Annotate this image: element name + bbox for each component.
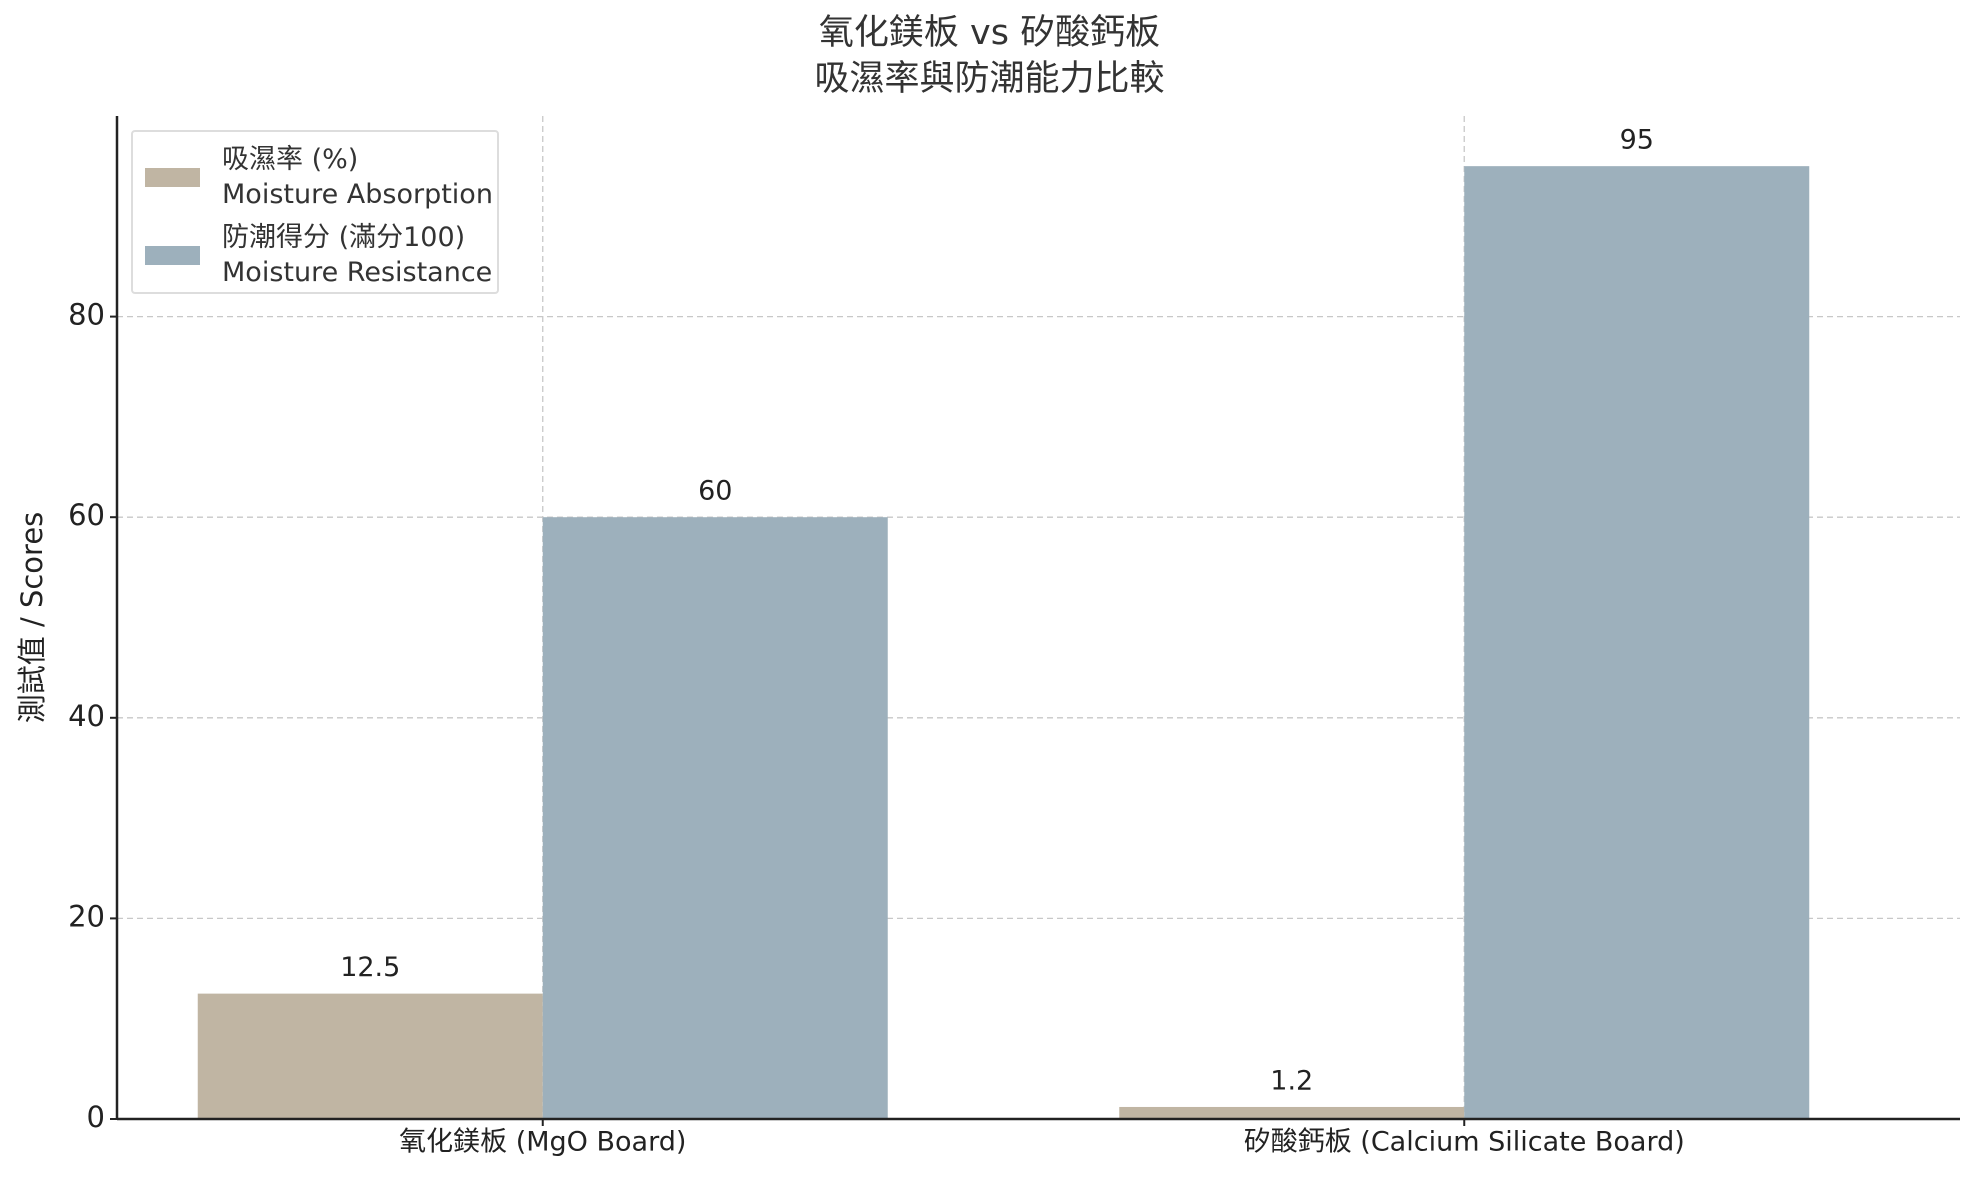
value-label: 60 (698, 476, 732, 507)
value-label: 1.2 (1270, 1065, 1313, 1096)
legend-label: 防潮得分 (滿分100) Moisture Resistance (222, 222, 493, 288)
y-tick-label: 0 (87, 1100, 105, 1134)
legend-swatch (145, 167, 200, 187)
y-tick-label: 80 (68, 298, 105, 332)
bar (197, 993, 543, 1119)
x-tick-label: 矽酸鈣板 (Calcium Silicate Board) (1244, 1127, 1685, 1158)
legend: 吸濕率 (%) Moisture Absorption 防潮得分 (滿分100) … (131, 130, 499, 294)
bar (1464, 166, 1810, 1119)
legend-label: 吸濕率 (%) Moisture Absorption (222, 144, 493, 210)
value-label: 12.5 (340, 952, 400, 983)
bar (542, 517, 888, 1119)
value-label: 95 (1620, 125, 1654, 156)
bar (1119, 1106, 1465, 1119)
legend-item: 防潮得分 (滿分100) Moisture Resistance (145, 220, 492, 290)
x-tick-label: 氧化鎂板 (MgO Board) (399, 1127, 686, 1158)
legend-item: 吸濕率 (%) Moisture Absorption (145, 142, 493, 212)
y-tick-label: 60 (68, 498, 105, 532)
chart-title: 氧化鎂板 vs 矽酸鈣板 吸濕率與防潮能力比較 (814, 13, 1165, 99)
y-axis-label: 測試值 / Scores (15, 512, 49, 724)
legend-swatch (145, 245, 200, 265)
y-tick-label: 40 (68, 699, 105, 733)
y-tick-label: 20 (68, 899, 105, 933)
